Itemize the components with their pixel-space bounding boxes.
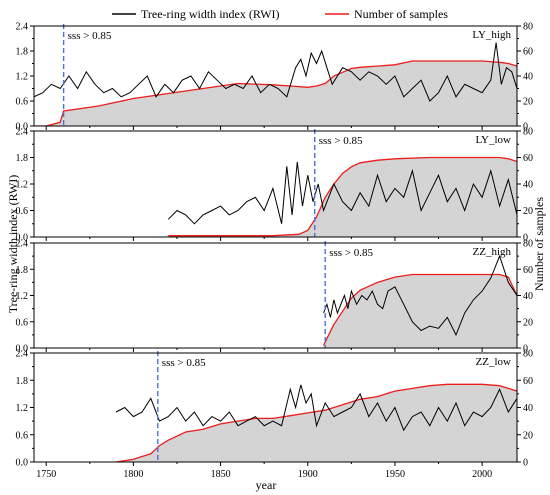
y-axis-right-title: Number of samples [532, 197, 546, 291]
panel-label: LY_high [472, 29, 511, 41]
rwi-line [115, 384, 517, 432]
y-right-tick-label: 60 [523, 47, 533, 58]
y-left-tick-label: 0.6 [16, 97, 29, 108]
y-left-tick-label: 1.8 [16, 153, 29, 164]
y-axis-left-title: Tree-ring width index (RWI) [6, 175, 20, 314]
sss-label: sss > 0.85 [329, 247, 373, 259]
y-right-tick-label: 40 [523, 403, 533, 414]
legend-samples-label: Number of samples [354, 7, 448, 21]
y-right-tick-label: 20 [523, 97, 533, 108]
y-left-tick-label: 0.0 [16, 458, 29, 469]
y-left-tick-label: 0.0 [16, 122, 29, 133]
y-left-tick-label: 1.2 [16, 403, 29, 414]
legend: Tree-ring width index (RWI) Number of sa… [112, 7, 448, 21]
y-left-tick-label: 0.6 [16, 317, 29, 328]
sss-label: sss > 0.85 [162, 357, 206, 369]
y-right-tick-label: 40 [523, 72, 533, 83]
legend-rwi-label: Tree-ring width index (RWI) [141, 7, 280, 21]
rwi-line [167, 161, 517, 225]
y-right-tick-label: 20 [523, 206, 533, 217]
panel-label: ZZ_low [476, 356, 511, 368]
y-right-tick-label: 80 [523, 349, 533, 360]
y-right-tick-label: 80 [523, 239, 533, 250]
y-left-tick-label: 1.2 [16, 72, 29, 83]
panel-ZZ_high: sss > 0.85 ZZ_high 0.0 0.6 1.2 1.8 2.4 0 20 40 60 8… [16, 239, 534, 355]
sss-label: sss > 0.85 [68, 30, 112, 42]
y-right-tick-label: 0 [523, 122, 528, 133]
y-right-tick-label: 40 [523, 291, 533, 302]
sss-label: sss > 0.85 [319, 135, 363, 147]
y-right-tick-label: 40 [523, 180, 533, 191]
y-right-tick-label: 20 [523, 430, 533, 441]
y-left-tick-label: 2.4 [16, 127, 29, 138]
y-left-tick-label: 0.0 [16, 344, 29, 355]
samples-area [168, 157, 517, 237]
samples-line [115, 383, 517, 462]
y-left-tick-label: 1.2 [16, 291, 29, 302]
panel-LY_high: sss > 0.85 LY_high 0.0 0.6 1.2 1.8 2.4 0 20 40 60 8… [16, 22, 534, 133]
y-right-tick-label: 0 [523, 344, 528, 355]
y-right-tick-label: 80 [523, 127, 533, 138]
panels: sss > 0.85 LY_high 0.0 0.6 1.2 1.8 2.4 0 20 40 60 8… [16, 22, 534, 481]
rwi-line [323, 254, 517, 337]
y-right-tick-label: 0 [523, 458, 528, 469]
x-tick-label: 2000 [472, 469, 492, 480]
y-left-tick-label: 1.8 [16, 47, 29, 58]
x-tick-label: 1900 [298, 469, 318, 480]
samples-area [34, 61, 517, 126]
x-axis-title: year [256, 478, 277, 492]
y-left-tick-label: 0.6 [16, 430, 29, 441]
x-tick-label: 1850 [211, 469, 231, 480]
y-left-tick-label: 1.8 [16, 265, 29, 276]
samples-line [322, 273, 517, 346]
x-tick-label: 1950 [385, 469, 405, 480]
panel-label: ZZ_high [473, 246, 512, 258]
panel-ZZ_low: sss > 0.85 ZZ_low 0.0 0.6 1.2 1.8 2.4 0 20 40 60 80… [16, 349, 534, 481]
y-left-tick-label: 0.6 [16, 206, 29, 217]
y-left-tick-label: 2.4 [16, 239, 29, 250]
y-right-tick-label: 20 [523, 317, 533, 328]
x-tick-label: 1800 [123, 469, 143, 480]
y-right-tick-label: 0 [523, 233, 528, 244]
samples-line [168, 156, 517, 237]
samples-line [34, 60, 517, 126]
y-left-tick-label: 2.4 [16, 22, 29, 33]
y-left-tick-label: 2.4 [16, 349, 29, 360]
x-tick-label: 1750 [36, 469, 56, 480]
panel-label: LY_low [475, 134, 511, 146]
y-left-tick-label: 1.8 [16, 376, 29, 387]
y-right-tick-label: 60 [523, 265, 533, 276]
y-left-tick-label: 1.2 [16, 180, 29, 191]
y-right-tick-label: 80 [523, 22, 533, 33]
y-right-tick-label: 60 [523, 376, 533, 387]
samples-area [323, 274, 517, 348]
y-left-tick-label: 0.0 [16, 233, 29, 244]
rwi-line [34, 42, 517, 102]
y-right-tick-label: 60 [523, 153, 533, 164]
panel-LY_low: sss > 0.85 LY_low 0.0 0.6 1.2 1.8 2.4 0 20 40 60 80 [16, 127, 534, 244]
